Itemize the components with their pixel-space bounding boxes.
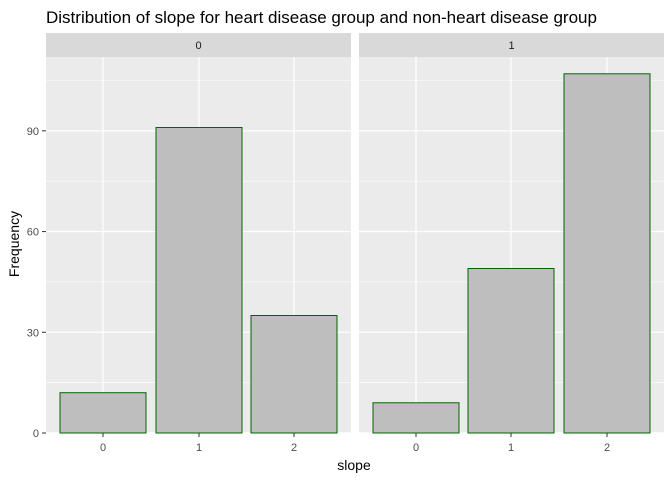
x-tick-label: 2	[291, 442, 297, 454]
bar-1-1	[467, 268, 555, 434]
bar-0-1	[155, 127, 243, 434]
y-axis: 0 30 60 90	[27, 126, 46, 440]
facet-strip	[359, 33, 664, 57]
y-tick-label: 0	[33, 428, 39, 440]
facet-panels: 0 0 1 2 1 0 1 2	[46, 33, 664, 454]
x-tick-label: 0	[413, 442, 419, 454]
bar-0-0	[59, 392, 147, 434]
x-tick-label: 1	[508, 442, 514, 454]
bar-1-0	[372, 402, 460, 434]
y-axis-title: Frequency	[6, 211, 22, 277]
x-axis-title: slope	[337, 457, 371, 473]
facet-strip	[46, 33, 351, 57]
y-tick-label: 30	[27, 327, 39, 339]
chart-title: Distribution of slope for heart disease …	[46, 8, 597, 27]
x-tick-label: 0	[100, 442, 106, 454]
facet-strip-label: 1	[508, 40, 514, 52]
facet-strip-label: 0	[195, 40, 201, 52]
y-tick-label: 60	[27, 227, 39, 239]
x-tick-label: 1	[196, 442, 202, 454]
facet-panel-1: 1 0 1 2	[359, 33, 664, 454]
facet-panel-0: 0 0 1 2	[46, 33, 351, 454]
bar-0-2	[250, 315, 338, 434]
x-tick-label: 2	[604, 442, 610, 454]
y-tick-label: 90	[27, 126, 39, 138]
bar-1-2	[563, 73, 651, 434]
